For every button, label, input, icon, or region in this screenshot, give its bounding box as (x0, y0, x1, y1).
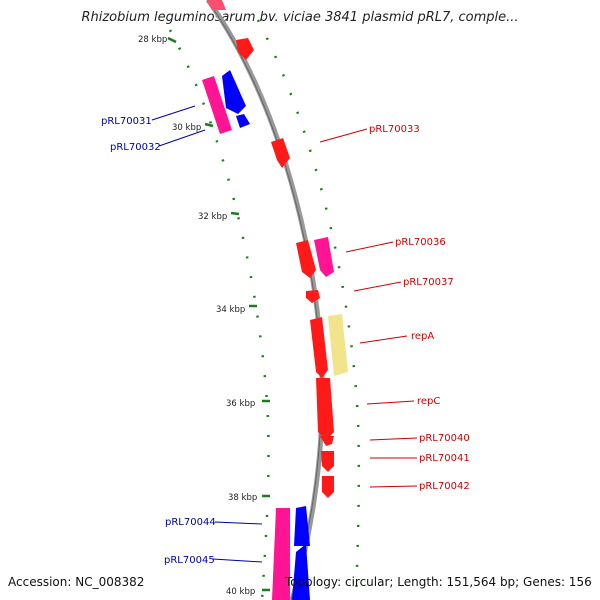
gene-feature (328, 314, 348, 376)
gene-feature (207, 0, 226, 10)
tick-34kbp: 34 kbp (216, 305, 245, 315)
label-prl70041: pRL70041 (419, 453, 470, 464)
gene-feature (271, 138, 290, 168)
major-ticks (167, 36, 270, 592)
reverse-leaders (151, 105, 263, 563)
forward-features (207, 0, 348, 498)
label-repc: repC (417, 396, 440, 407)
tick-40kbp: 40 kbp (226, 587, 255, 597)
gene-feature (320, 436, 334, 446)
label-prl70031: pRL70031 (101, 116, 152, 127)
gene-feature (322, 476, 334, 498)
label-prl70037: pRL70037 (403, 277, 454, 288)
gene-feature (272, 508, 290, 600)
gene-feature (321, 451, 334, 472)
gene-feature (236, 114, 250, 128)
forward-leaders (319, 128, 418, 488)
outer-dotted-ring (256, 19, 361, 600)
label-prl70040: pRL70040 (419, 433, 470, 444)
label-prl70045: pRL70045 (164, 555, 215, 566)
gene-feature (202, 76, 232, 134)
gene-feature (296, 240, 316, 278)
label-prl70044: pRL70044 (165, 517, 216, 528)
tick-36kbp: 36 kbp (226, 399, 255, 409)
gene-feature (294, 506, 310, 546)
gene-feature (310, 317, 328, 378)
gene-feature (236, 38, 254, 60)
tick-32kbp: 32 kbp (198, 212, 227, 222)
gene-feature (306, 290, 320, 303)
label-prl70032: pRL70032 (110, 142, 161, 153)
tick-38kbp: 38 kbp (228, 493, 257, 503)
topology-summary: Topology: circular; Length: 151,564 bp; … (285, 575, 592, 589)
label-prl70042: pRL70042 (419, 481, 470, 492)
gene-feature (314, 237, 334, 277)
gene-feature (222, 70, 246, 114)
tick-28kbp: 28 kbp (138, 35, 167, 45)
label-prl70036: pRL70036 (395, 237, 446, 248)
map-title: Rhizobium leguminosarum bv. viciae 3841 … (81, 10, 519, 25)
accession-text: Accession: NC_008382 (8, 575, 145, 589)
label-repa: repA (411, 331, 434, 342)
reverse-features (202, 70, 310, 600)
gene-feature (292, 544, 310, 600)
tick-30kbp: 30 kbp (172, 123, 201, 133)
inner-dotted-ring (168, 29, 270, 600)
label-prl70033: pRL70033 (369, 124, 420, 135)
gene-feature (316, 378, 334, 440)
